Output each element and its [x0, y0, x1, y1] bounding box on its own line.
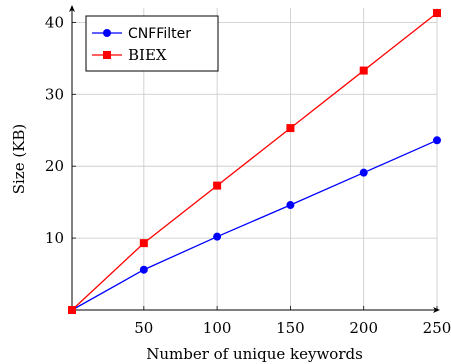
axes [69, 5, 440, 313]
legend: CNFFilter BIEX [85, 15, 219, 72]
cnffilter-series-line [71, 139, 438, 311]
cnffilter-point [286, 201, 295, 210]
biex-point [359, 66, 368, 75]
x-tick-label: 100 [203, 319, 232, 337]
legend-box [85, 15, 219, 72]
y-axis-arrow [69, 5, 75, 12]
cnffilter-point [213, 232, 222, 241]
cnffilter-point [433, 136, 441, 145]
cnffilter-legend-marker [103, 29, 111, 37]
biex-point [213, 181, 222, 190]
y-tick-label: 40 [45, 13, 64, 31]
biex-series-line [71, 12, 438, 311]
cnffilter-legend-label: CNFFilter [128, 26, 191, 42]
ticks: 50 100 150 200 250 10 20 30 40 [45, 13, 451, 337]
biex-point [68, 306, 76, 314]
y-tick-label: 30 [45, 85, 64, 103]
biex-legend-marker [103, 51, 111, 59]
x-tick-label: 50 [134, 319, 153, 337]
x-tick-label: 250 [423, 319, 451, 337]
x-tick-label: 150 [276, 319, 305, 337]
y-axis-title: Size (KB) [10, 124, 28, 195]
series [68, 9, 441, 314]
biex-point [286, 124, 295, 133]
biex-legend-label: BIEX [128, 46, 167, 64]
cnffilter-point [359, 168, 368, 177]
biex-point [433, 9, 441, 18]
cnffilter-point [139, 265, 148, 274]
x-tick-label: 200 [349, 319, 378, 337]
x-axis-arrow [433, 307, 440, 313]
y-tick-label: 10 [45, 229, 64, 247]
biex-point [139, 239, 148, 248]
x-axis-title: Number of unique keywords [146, 345, 363, 363]
y-tick-label: 20 [45, 157, 64, 175]
